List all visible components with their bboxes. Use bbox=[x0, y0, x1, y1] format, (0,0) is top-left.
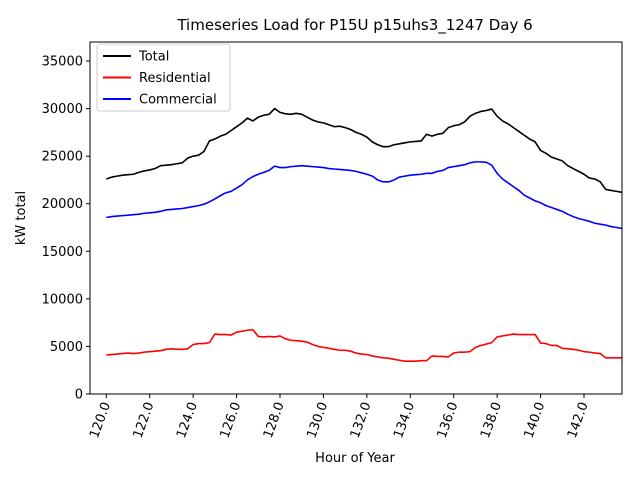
chart-title: Timeseries Load for P15U p15uhs3_1247 Da… bbox=[176, 16, 532, 35]
series-line-commercial bbox=[106, 161, 623, 230]
plot-frame bbox=[89, 41, 623, 395]
legend-box bbox=[96, 43, 231, 112]
y-tick-label: 0 bbox=[75, 388, 83, 403]
series-line-total bbox=[106, 107, 623, 194]
y-tick-label: 20000 bbox=[42, 197, 83, 212]
series-lines bbox=[106, 107, 623, 362]
legend-label-residential: Residential bbox=[139, 71, 211, 86]
y-axis-label: kW total bbox=[14, 191, 29, 245]
y-tick-label: 25000 bbox=[42, 150, 83, 165]
y-axis: 0 5000 10000 15000 20000 25000 30000 35000 bbox=[42, 55, 90, 403]
legend-label-total: Total bbox=[138, 50, 169, 65]
legend: Total Residential Commercial bbox=[96, 43, 231, 112]
x-axis-label: Hour of Year bbox=[315, 451, 395, 466]
y-tick-label: 5000 bbox=[50, 340, 83, 355]
legend-label-commercial: Commercial bbox=[139, 93, 217, 108]
series-line-residential bbox=[106, 328, 622, 362]
y-tick-label: 30000 bbox=[42, 102, 83, 117]
y-tick-label: 35000 bbox=[42, 55, 83, 70]
y-tick-label: 15000 bbox=[42, 245, 83, 260]
y-tick-label: 10000 bbox=[42, 292, 83, 307]
